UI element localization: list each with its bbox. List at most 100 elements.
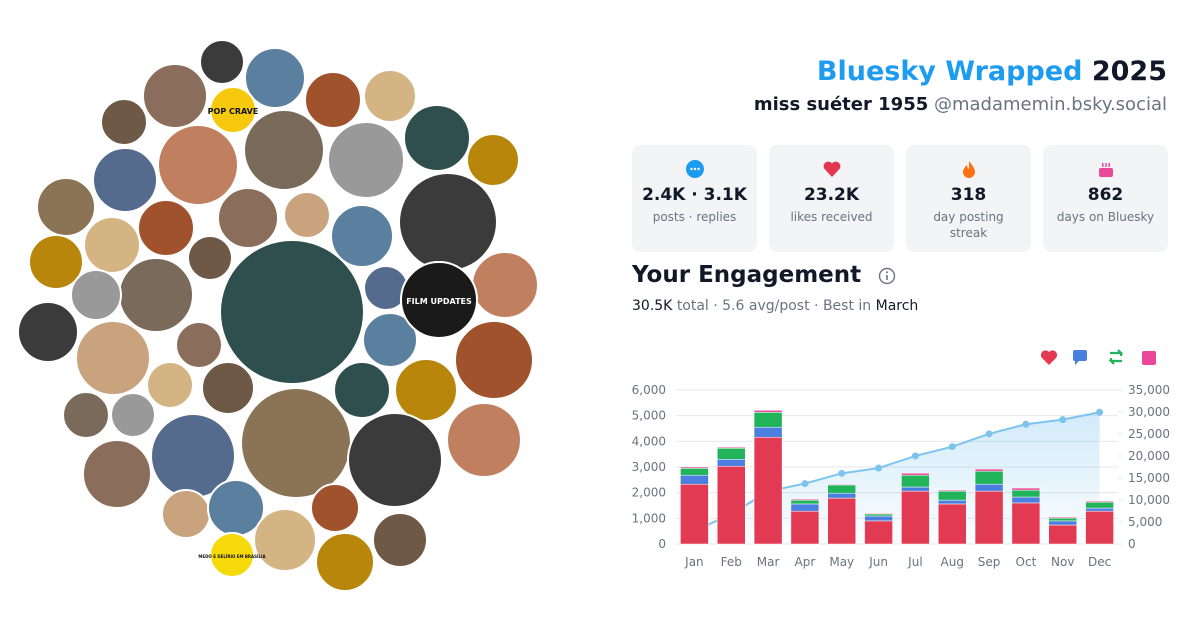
avatar[interactable]: [333, 361, 391, 419]
bar-segment: [1011, 487, 1041, 491]
avatar[interactable]: [137, 199, 195, 257]
handle[interactable]: @madamemin.bsky.social: [933, 94, 1167, 115]
avatar[interactable]: [466, 133, 520, 187]
avatar[interactable]: [327, 121, 405, 199]
avatar[interactable]: [253, 508, 317, 572]
y-tick-label: 5,000: [632, 409, 666, 423]
avatar[interactable]: [283, 191, 331, 239]
avatar[interactable]: [28, 234, 84, 290]
bar-segment: [790, 503, 820, 512]
x-tick-label: Mar: [757, 555, 780, 569]
avatar[interactable]: [118, 257, 194, 333]
avatar[interactable]: [161, 489, 211, 539]
stat-label: likes received: [790, 210, 873, 224]
bar-segment: [974, 483, 1004, 492]
avatar[interactable]: [403, 104, 471, 172]
avatar[interactable]: [157, 124, 239, 206]
y2-tick-label: 10,000: [1128, 493, 1170, 507]
legend-icon[interactable]: [1142, 351, 1156, 365]
bar-segment: [974, 468, 1004, 472]
bar-segment: [901, 486, 930, 492]
total: 30.5K: [632, 298, 673, 314]
bar-segment: [680, 474, 709, 485]
bar-segment: [753, 426, 783, 438]
avatar[interactable]: [330, 204, 394, 268]
avatar[interactable]: [17, 301, 79, 363]
avatar[interactable]: [92, 147, 158, 213]
legend-icon[interactable]: [1073, 350, 1087, 365]
bar-segment: [753, 412, 783, 428]
display-name: miss suéter 1955: [753, 94, 929, 115]
line-point: [985, 430, 993, 438]
avatar-label: MEDO E DELÍRIO EM BRASÍLIA: [198, 554, 266, 559]
stat-value: 23.2K: [803, 185, 860, 205]
avatar[interactable]: [175, 321, 223, 369]
avatar[interactable]: [315, 532, 375, 592]
avatar[interactable]: [62, 391, 110, 439]
line-point: [838, 469, 846, 477]
avatar[interactable]: [400, 261, 478, 339]
avatar[interactable]: [110, 392, 156, 438]
avatar[interactable]: [243, 109, 325, 191]
stat-card: 2.4K · 3.1K posts · replies: [632, 145, 757, 252]
avatar[interactable]: [394, 358, 458, 422]
legend: [1040, 349, 1156, 365]
avatar[interactable]: [142, 63, 208, 129]
bar-segment: [901, 472, 930, 476]
avatar-cloud: POP CRAVE FILM UPDATES MEDO E DELÍRIO EM B…: [17, 39, 539, 592]
avatar[interactable]: [187, 235, 233, 281]
info-icon[interactable]: [877, 266, 897, 286]
bar-segment: [1085, 510, 1114, 545]
avatar[interactable]: [398, 172, 498, 272]
avatar[interactable]: [244, 47, 306, 109]
line-point: [948, 443, 956, 451]
legend-icon[interactable]: [1040, 350, 1058, 365]
bar-segment: [1011, 496, 1041, 504]
avatar[interactable]: [372, 512, 428, 568]
bar-segment: [717, 459, 746, 467]
bar-segment: [717, 448, 746, 460]
y2-tick-label: 15,000: [1128, 471, 1170, 485]
avatar[interactable]: [240, 387, 352, 499]
bar-segment: [1085, 501, 1114, 509]
avatar[interactable]: [83, 216, 141, 274]
bar-segment: [827, 484, 856, 494]
y-tick-label: 2,000: [632, 486, 666, 500]
legend-icon[interactable]: [1108, 349, 1124, 365]
avatar[interactable]: [363, 69, 417, 123]
avatar[interactable]: [82, 439, 152, 509]
bar-segment: [1048, 524, 1077, 545]
section-title-text: Your Engagement: [632, 262, 862, 288]
bar-segment: [1011, 502, 1041, 545]
avatar[interactable]: [362, 312, 418, 368]
stat-label: day posting streak: [933, 210, 1004, 240]
avatar[interactable]: [304, 71, 362, 129]
avatar[interactable]: [347, 412, 443, 508]
line-point: [875, 464, 883, 472]
avatar-label: FILM UPDATES: [406, 297, 472, 306]
avatar[interactable]: [70, 269, 122, 321]
avatar[interactable]: [146, 361, 194, 409]
stat-icon: [685, 160, 704, 178]
avatar[interactable]: [199, 39, 245, 85]
avatar[interactable]: [209, 86, 257, 134]
avatar[interactable]: [100, 98, 148, 146]
avatar[interactable]: [219, 239, 365, 385]
y2-tick-label: 30,000: [1128, 405, 1170, 419]
avatar[interactable]: [209, 532, 255, 578]
avatar[interactable]: [36, 177, 96, 237]
avatar[interactable]: [75, 320, 151, 396]
x-tick-label: May: [829, 555, 854, 569]
y-tick-label: 4,000: [632, 434, 666, 448]
bar-segment: [864, 515, 893, 522]
y-tick-label: 0: [658, 537, 666, 551]
title: Bluesky Wrapped 2025: [817, 56, 1167, 87]
x-tick-label: Sep: [978, 555, 1001, 569]
avatar[interactable]: [446, 402, 522, 478]
bar-segment: [938, 499, 967, 505]
avatar[interactable]: [217, 187, 279, 249]
avatar[interactable]: [454, 320, 534, 400]
avatar[interactable]: [310, 483, 360, 533]
avatar[interactable]: [471, 251, 539, 319]
avatar[interactable]: [201, 361, 255, 415]
